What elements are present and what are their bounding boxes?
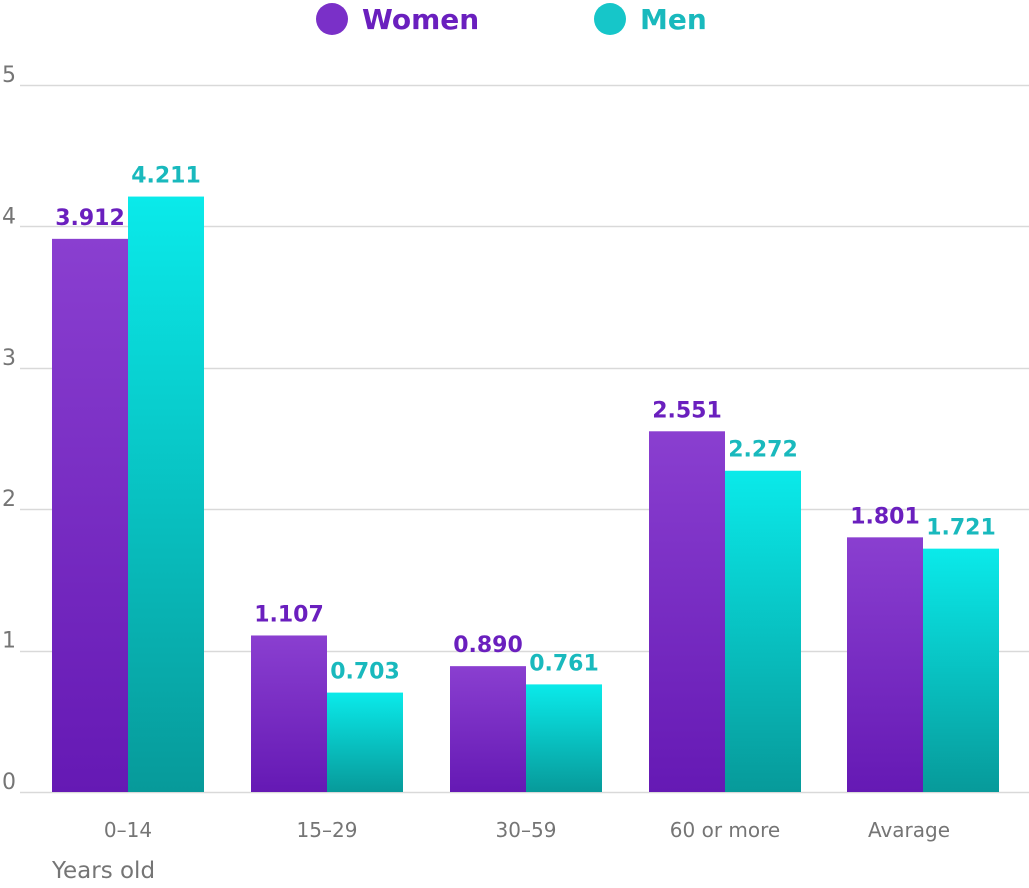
- chart-legend: Women Men: [0, 0, 1029, 40]
- legend-label-women: Women: [362, 2, 480, 36]
- y-tick-label: 2: [2, 487, 16, 512]
- bar-men: [725, 470, 801, 792]
- x-axis-label: Years old: [51, 858, 155, 884]
- data-label-men: 2.272: [728, 438, 798, 463]
- data-label-women: 1.107: [254, 602, 324, 627]
- y-tick-label: 4: [2, 204, 16, 229]
- bar-women: [251, 635, 327, 792]
- bar-men: [526, 684, 602, 792]
- x-tick-label: 15–29: [297, 818, 358, 842]
- legend-swatch-men: [594, 3, 626, 35]
- y-tick-label: 1: [2, 629, 16, 654]
- data-label-men: 1.721: [926, 516, 996, 541]
- data-label-women: 1.801: [850, 504, 920, 529]
- data-label-men: 4.211: [131, 164, 201, 189]
- x-axis: 0–14 15–29 30–59 60 or more Avarage: [104, 818, 950, 842]
- bar-women: [649, 431, 725, 792]
- y-tick-label: 0: [2, 770, 16, 795]
- bar-men: [327, 692, 403, 792]
- x-tick-label: 30–59: [496, 818, 557, 842]
- data-label-women: 0.890: [453, 633, 523, 658]
- legend-item-women: Women: [316, 2, 479, 36]
- x-tick-label: 0–14: [104, 818, 152, 842]
- bar-women: [450, 666, 526, 792]
- x-tick-label: Avarage: [868, 818, 950, 842]
- x-tick-label: 60 or more: [670, 818, 780, 842]
- y-axis: 0 1 2 3 4 5: [2, 63, 16, 795]
- data-label-women: 3.912: [55, 206, 125, 231]
- bar-women: [847, 537, 923, 792]
- y-tick-label: 3: [2, 346, 16, 371]
- legend-item-men: Men: [594, 2, 707, 36]
- y-tick-label: 5: [2, 63, 16, 88]
- data-label-men: 0.761: [529, 651, 599, 676]
- data-label-men: 0.703: [330, 660, 400, 685]
- bar-women: [52, 238, 128, 792]
- legend-label-men: Men: [640, 2, 707, 36]
- bar-men: [128, 196, 204, 793]
- legend-swatch-women: [316, 3, 348, 35]
- bar-men: [923, 548, 999, 792]
- bars: [52, 196, 999, 793]
- data-label-women: 2.551: [652, 398, 722, 423]
